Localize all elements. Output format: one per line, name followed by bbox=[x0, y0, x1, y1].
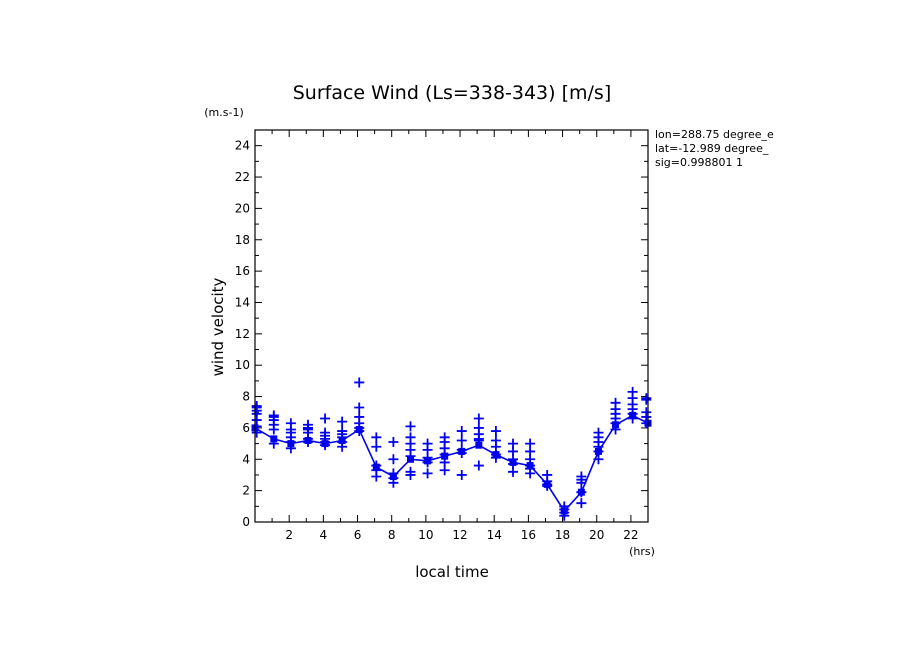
scatter-point bbox=[593, 427, 604, 438]
mean-point bbox=[389, 473, 397, 481]
x-tick-label: 18 bbox=[555, 528, 570, 542]
mean-point bbox=[406, 455, 414, 463]
mean-point bbox=[560, 507, 568, 515]
y-tick-label: 14 bbox=[235, 295, 250, 309]
y-tick-label: 2 bbox=[242, 484, 250, 498]
info-lat: lat=-12.989 degree_ bbox=[655, 142, 769, 155]
scatter-point bbox=[422, 468, 433, 479]
scatter-point bbox=[251, 400, 262, 411]
y-tick-label: 8 bbox=[242, 390, 250, 404]
x-tick-label: 10 bbox=[418, 528, 433, 542]
y-tick-label: 22 bbox=[235, 170, 250, 184]
mean-point bbox=[629, 411, 637, 419]
scatter-point bbox=[576, 498, 587, 509]
mean-point bbox=[577, 488, 585, 496]
x-axis-label: local time bbox=[415, 563, 489, 581]
mean-point bbox=[424, 457, 432, 465]
scatter-point bbox=[354, 377, 365, 388]
scatter-point bbox=[320, 413, 331, 424]
mean-point bbox=[594, 447, 602, 455]
scatter-point bbox=[456, 426, 467, 437]
scatter-point bbox=[405, 421, 416, 432]
scatter-point bbox=[302, 419, 313, 430]
y-tick-label: 12 bbox=[235, 327, 250, 341]
scatter-point bbox=[473, 460, 484, 471]
scatter-point bbox=[490, 435, 501, 446]
scatter-point bbox=[337, 426, 348, 437]
scatter-point bbox=[320, 427, 331, 438]
mean-point bbox=[492, 451, 500, 459]
scatter-point bbox=[490, 426, 501, 437]
x-tick-label: 4 bbox=[320, 528, 328, 542]
plot-marks bbox=[251, 377, 652, 521]
y-tick-label: 6 bbox=[242, 421, 250, 435]
scatter-point bbox=[268, 410, 279, 421]
mean-point bbox=[372, 463, 380, 471]
mean-point bbox=[509, 458, 517, 466]
scatter-point bbox=[610, 397, 621, 408]
scatter-point bbox=[473, 413, 484, 424]
scatter-point bbox=[542, 469, 553, 480]
y-tick-label: 20 bbox=[235, 201, 250, 215]
mean-point bbox=[475, 441, 483, 449]
scatter-point bbox=[337, 416, 348, 427]
x-tick-label: 14 bbox=[487, 528, 502, 542]
mean-line bbox=[254, 414, 649, 513]
y-tick-label: 18 bbox=[235, 233, 250, 247]
scatter-point bbox=[354, 402, 365, 413]
scatter-point bbox=[354, 411, 365, 422]
x-unit-label: (hrs) bbox=[629, 545, 655, 558]
info-sig: sig=0.998801 1 bbox=[655, 156, 743, 169]
y-tick-label: 4 bbox=[242, 452, 250, 466]
scatter-point bbox=[641, 393, 652, 404]
scatter-point bbox=[439, 432, 450, 443]
y-axis-label: wind velocity bbox=[209, 277, 227, 376]
x-tick-label: 8 bbox=[388, 528, 396, 542]
y-unit-label: (m.s-1) bbox=[204, 106, 244, 119]
chart-title: Surface Wind (Ls=338-343) [m/s] bbox=[293, 82, 612, 104]
mean-point bbox=[304, 436, 312, 444]
mean-point bbox=[270, 435, 278, 443]
x-tick-label: 20 bbox=[589, 528, 604, 542]
scatter-point bbox=[641, 407, 652, 418]
scatter-point bbox=[371, 441, 382, 452]
mean-point bbox=[543, 480, 551, 488]
mean-point bbox=[338, 436, 346, 444]
scatter-point bbox=[525, 438, 536, 449]
scatter-point bbox=[388, 454, 399, 465]
scatter-point bbox=[285, 418, 296, 429]
mean-point bbox=[458, 447, 466, 455]
x-tick-label: 22 bbox=[623, 528, 638, 542]
scatter-point bbox=[576, 471, 587, 482]
x-tick-label: 6 bbox=[354, 528, 362, 542]
y-tick-label: 10 bbox=[235, 358, 250, 372]
scatter-point bbox=[371, 432, 382, 443]
info-lon: lon=288.75 degree_e bbox=[655, 128, 774, 141]
scatter-point bbox=[508, 438, 519, 449]
x-tick-label: 16 bbox=[521, 528, 536, 542]
mean-point bbox=[612, 421, 620, 429]
y-tick-label: 24 bbox=[235, 139, 250, 153]
scatter-point bbox=[456, 435, 467, 446]
scatter-point bbox=[627, 386, 638, 397]
scatter-point bbox=[422, 438, 433, 449]
scatter-point bbox=[388, 437, 399, 448]
x-tick-label: 2 bbox=[285, 528, 293, 542]
info-block: lon=288.75 degree_e lat=-12.989 degree_ … bbox=[655, 128, 774, 169]
scatter-point bbox=[405, 466, 416, 477]
mean-point bbox=[355, 425, 363, 433]
mean-point bbox=[287, 440, 295, 448]
mean-point bbox=[441, 452, 449, 460]
x-tick-label: 12 bbox=[452, 528, 467, 542]
mean-point bbox=[321, 440, 329, 448]
mean-point bbox=[526, 462, 534, 470]
plot-frame bbox=[254, 129, 649, 523]
y-tick-label: 0 bbox=[242, 515, 250, 529]
y-tick-label: 16 bbox=[235, 264, 250, 278]
scatter-point bbox=[456, 469, 467, 480]
scatter-point bbox=[473, 422, 484, 433]
scatter-point bbox=[405, 432, 416, 443]
